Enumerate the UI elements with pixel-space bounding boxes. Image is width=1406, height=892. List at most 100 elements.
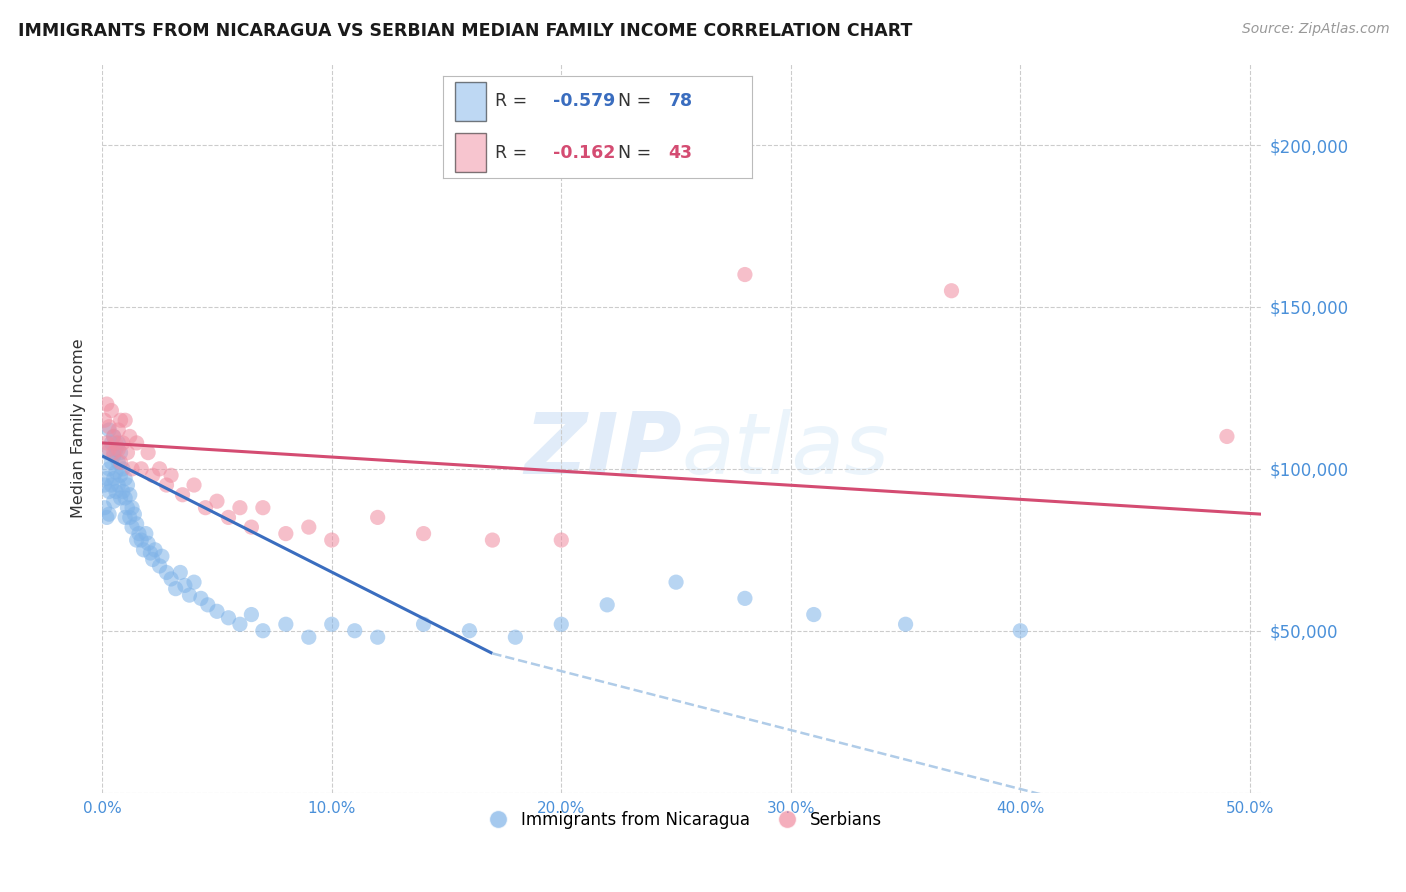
- Point: [96, 471, 118, 485]
- Point: [114, 491, 136, 505]
- Point: [121, 520, 143, 534]
- Text: 78: 78: [669, 93, 693, 111]
- Point: [217, 510, 239, 524]
- Point: [118, 488, 141, 502]
- Point: [274, 617, 297, 632]
- Point: [197, 598, 219, 612]
- Point: [103, 429, 125, 443]
- Point: [110, 445, 132, 459]
- Point: [121, 462, 143, 476]
- Point: [1010, 624, 1032, 638]
- Point: [550, 533, 572, 547]
- Text: -0.162: -0.162: [553, 144, 614, 161]
- Point: [110, 491, 132, 505]
- Point: [103, 494, 125, 508]
- Point: [550, 617, 572, 632]
- Point: [183, 575, 205, 590]
- Point: [135, 526, 157, 541]
- Point: [107, 455, 129, 469]
- Point: [93, 500, 115, 515]
- FancyBboxPatch shape: [456, 133, 486, 172]
- Point: [104, 442, 127, 457]
- Point: [96, 436, 118, 450]
- Point: [111, 484, 134, 499]
- Point: [412, 526, 434, 541]
- Point: [100, 478, 122, 492]
- Point: [104, 465, 127, 479]
- Point: [136, 445, 159, 459]
- Point: [321, 533, 343, 547]
- Point: [205, 494, 228, 508]
- Point: [142, 468, 165, 483]
- Point: [169, 566, 191, 580]
- Point: [121, 500, 143, 515]
- Point: [194, 500, 217, 515]
- Text: N =: N =: [617, 144, 657, 161]
- Point: [734, 591, 756, 606]
- Point: [107, 478, 129, 492]
- Point: [941, 284, 963, 298]
- Point: [98, 462, 121, 476]
- Point: [160, 468, 183, 483]
- Point: [96, 445, 118, 459]
- Point: [142, 552, 165, 566]
- Point: [100, 403, 122, 417]
- Point: [240, 520, 263, 534]
- Point: [136, 536, 159, 550]
- Point: [125, 516, 148, 531]
- Point: [229, 500, 252, 515]
- Point: [111, 462, 134, 476]
- Point: [96, 510, 118, 524]
- Point: [125, 533, 148, 547]
- Point: [1216, 429, 1239, 443]
- Point: [165, 582, 187, 596]
- Point: [298, 630, 321, 644]
- Point: [98, 507, 121, 521]
- Point: [665, 575, 688, 590]
- Point: [505, 630, 527, 644]
- Point: [252, 624, 274, 638]
- FancyBboxPatch shape: [456, 82, 486, 121]
- Point: [98, 484, 121, 499]
- Point: [183, 478, 205, 492]
- Point: [179, 588, 201, 602]
- Point: [100, 436, 122, 450]
- Point: [321, 617, 343, 632]
- Point: [172, 488, 194, 502]
- Point: [412, 617, 434, 632]
- Point: [110, 455, 132, 469]
- Point: [110, 413, 132, 427]
- Text: N =: N =: [617, 93, 657, 111]
- Point: [143, 542, 166, 557]
- Point: [114, 510, 136, 524]
- Point: [596, 598, 619, 612]
- Text: ZIP: ZIP: [524, 409, 682, 491]
- Point: [458, 624, 481, 638]
- Point: [240, 607, 263, 622]
- Point: [96, 397, 118, 411]
- Point: [129, 462, 152, 476]
- Point: [150, 549, 173, 564]
- Point: [734, 268, 756, 282]
- Point: [128, 526, 150, 541]
- Point: [298, 520, 321, 534]
- Text: R =: R =: [495, 144, 538, 161]
- Point: [155, 566, 177, 580]
- Point: [155, 478, 177, 492]
- Point: [103, 445, 125, 459]
- Point: [149, 559, 172, 574]
- Text: -0.579: -0.579: [553, 93, 614, 111]
- Point: [481, 533, 503, 547]
- Point: [118, 510, 141, 524]
- Point: [98, 419, 121, 434]
- Point: [103, 429, 125, 443]
- Point: [98, 442, 121, 457]
- Text: 43: 43: [669, 144, 693, 161]
- Point: [114, 471, 136, 485]
- Point: [117, 445, 139, 459]
- Y-axis label: Median Family Income: Median Family Income: [72, 339, 86, 518]
- Point: [274, 526, 297, 541]
- Point: [98, 423, 121, 437]
- Point: [139, 546, 162, 560]
- Point: [343, 624, 366, 638]
